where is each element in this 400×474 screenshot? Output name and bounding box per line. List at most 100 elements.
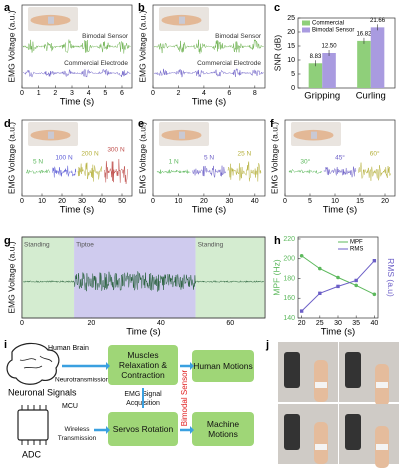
- x-tick-label: 2: [177, 90, 181, 97]
- x-tick-label: 30: [225, 198, 233, 205]
- x-tick-label: 3: [70, 90, 74, 97]
- y-axis-label: EMG Voltage (a.u.): [137, 122, 147, 194]
- emg-trace: [51, 165, 77, 178]
- x-axis-label: Time (s): [60, 97, 94, 108]
- segment-label: 200 N: [81, 150, 99, 157]
- x-tick-label: 60: [226, 320, 234, 327]
- x-tick-label: 40: [370, 320, 378, 327]
- y-axis-label: EMG Voltage (a.u.): [6, 241, 16, 313]
- label: Neurotransmission: [55, 377, 110, 384]
- segment: [288, 168, 322, 175]
- sensor-patch: [376, 382, 388, 388]
- x-tick-label: 0: [151, 198, 155, 205]
- legend-label: RMS: [350, 247, 363, 253]
- process-box: [108, 412, 178, 446]
- segment: [103, 159, 129, 184]
- segment: [227, 161, 262, 182]
- panel-letter: g: [4, 235, 11, 247]
- y-tick-label: 200: [283, 256, 295, 263]
- region: [22, 237, 75, 318]
- x-tick-label: 0: [151, 90, 155, 97]
- x-tick-label: 40: [98, 198, 106, 205]
- x-axis-label: Time (s): [321, 327, 355, 338]
- segment-label: 60°: [370, 149, 380, 157]
- segment: [77, 162, 103, 182]
- plot-frame: [152, 4, 266, 89]
- x-tick-label: 30: [334, 320, 342, 327]
- arrow-head: [190, 426, 194, 434]
- sensor-label: Bimodal Sensor: [180, 369, 189, 426]
- y-axis-label: EMG Voltage (a.u.): [137, 10, 147, 82]
- x-tick-label: 0: [20, 320, 24, 327]
- panel-letter: d: [4, 118, 11, 130]
- x-tick-label: 50: [118, 198, 126, 205]
- y-tick-label: 180: [283, 275, 295, 282]
- photo-sensor: [311, 131, 317, 139]
- arrow-head: [106, 362, 110, 370]
- segment: [51, 165, 77, 178]
- region-label: Standing: [198, 242, 224, 249]
- photo-sensor: [179, 131, 185, 139]
- x-tick-label: 1: [37, 90, 41, 97]
- robot-hand: [345, 414, 361, 450]
- x-tick-label: 30: [78, 198, 86, 205]
- x-tick-label: 15: [356, 198, 364, 205]
- x-tick-label: 20: [200, 198, 208, 205]
- robot-hand: [284, 414, 300, 450]
- emg-trace: [156, 169, 191, 175]
- text-box: Servos Rotation: [113, 424, 173, 434]
- marker: [372, 259, 377, 263]
- x-tick-label: 40: [157, 320, 165, 327]
- segment-label: 1 N: [169, 158, 179, 165]
- y-tick-label: 140: [283, 315, 295, 322]
- brain-icon: [6, 342, 60, 385]
- panel-letter: f: [270, 118, 274, 130]
- segment-label: 5 N: [33, 158, 43, 165]
- robot-hand: [345, 352, 361, 388]
- segment-label: 5 N: [204, 154, 214, 161]
- y-tick-label: 0: [291, 85, 295, 92]
- y-tick-label: 5: [291, 71, 295, 78]
- y-axis-label: MPF (Hz): [271, 259, 281, 296]
- segment-label: 25 N: [237, 150, 251, 157]
- x-tick-label: 4: [202, 90, 206, 97]
- x-tick-label: 35: [352, 320, 360, 327]
- x-tick-label: 10: [175, 198, 183, 205]
- panel-letter: i: [4, 339, 7, 351]
- segment: [323, 166, 357, 178]
- segment-label: 30°: [300, 157, 310, 165]
- marker: [299, 253, 304, 258]
- label: ADC: [22, 449, 42, 459]
- emg-trace: [22, 68, 131, 78]
- sensor-patch: [376, 444, 388, 450]
- x-axis-label: Time (s): [192, 205, 226, 216]
- segment: [25, 169, 51, 175]
- sensor-patch: [315, 382, 327, 388]
- x-tick-label: 10: [38, 198, 46, 205]
- x-tick-label: 5: [103, 90, 107, 97]
- trace-label: Commercial Electrode: [197, 60, 261, 67]
- text-box: Human Motions: [193, 361, 253, 371]
- bar: [308, 63, 323, 88]
- chip-icon: [17, 409, 49, 441]
- label: Wireless Transmission: [57, 426, 97, 442]
- segment-label: 45°: [335, 153, 345, 161]
- x-tick-label: 20: [381, 198, 389, 205]
- process-box: [108, 345, 178, 385]
- emg-trace: [22, 39, 131, 54]
- plot-frame: [21, 119, 133, 197]
- x-tick-label: 6: [120, 90, 124, 97]
- arrow-head: [190, 362, 194, 370]
- emg-trace: [227, 161, 262, 182]
- y-axis-label: EMG Voltage (a.u.): [6, 122, 16, 194]
- bar: [357, 40, 371, 88]
- label: Human Brain: [48, 345, 89, 352]
- trace-label: Bimodal Sensor: [82, 33, 129, 40]
- emg-trace: [154, 68, 264, 79]
- y-axis-label: EMG Voltage (a.u.): [6, 10, 16, 82]
- x-axis-label: Time (s): [192, 97, 226, 108]
- panel-letter: a: [4, 2, 11, 14]
- robot-hand: [284, 352, 300, 388]
- value-label: 12.50: [322, 44, 338, 50]
- x-tick-label: 4: [87, 90, 91, 97]
